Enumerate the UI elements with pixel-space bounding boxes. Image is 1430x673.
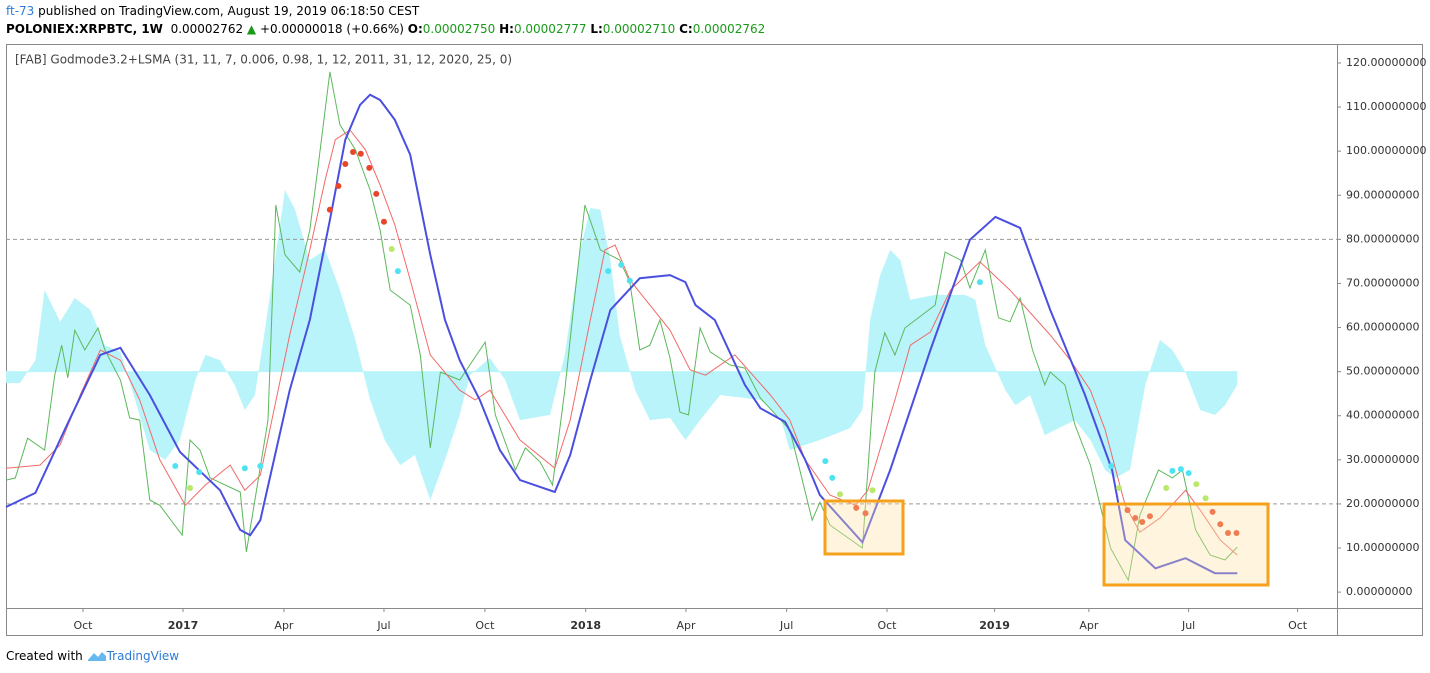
line bbox=[5, 129, 1238, 556]
x-tick-label: Oct bbox=[1288, 619, 1308, 632]
dot bbox=[853, 504, 860, 511]
high: 0.00002777 bbox=[513, 22, 587, 36]
dot bbox=[186, 485, 193, 492]
x-tick-label: Apr bbox=[274, 619, 294, 632]
dot bbox=[1217, 521, 1224, 528]
published: published on TradingView.com, August 19,… bbox=[34, 4, 420, 18]
x-tick-label: 2018 bbox=[570, 619, 601, 632]
x-tick-label: Jul bbox=[779, 619, 793, 632]
y-tick-label: 60.00000000 bbox=[1346, 321, 1419, 334]
quote-line: POLONIEX:XRPBTC, 1W 0.00002762 ▲ +0.0000… bbox=[6, 22, 765, 36]
x-tick-label: Oct bbox=[475, 619, 495, 632]
dot bbox=[1202, 495, 1209, 502]
dot bbox=[1209, 508, 1216, 515]
publish-line: ft-73 published on TradingView.com, Augu… bbox=[6, 4, 419, 18]
dot bbox=[618, 261, 625, 268]
x-tick-label: Oct bbox=[73, 619, 93, 632]
c-label: C: bbox=[679, 22, 693, 36]
created-with: Created with bbox=[6, 649, 83, 663]
price: 0.00002762 bbox=[170, 22, 244, 36]
dot bbox=[869, 487, 876, 494]
close: 0.00002762 bbox=[692, 22, 766, 36]
up-arrow: ▲ bbox=[246, 22, 257, 36]
dot bbox=[335, 182, 342, 189]
symbol: POLONIEX:XRPBTC, 1W bbox=[6, 22, 163, 36]
y-tick-label: 30.00000000 bbox=[1346, 453, 1419, 466]
y-tick-label: 110.00000000 bbox=[1346, 100, 1426, 113]
line bbox=[5, 93, 1238, 575]
dot bbox=[1132, 515, 1139, 522]
dot bbox=[1193, 481, 1200, 488]
dot bbox=[1124, 507, 1131, 514]
x-tick-label: Oct bbox=[877, 619, 897, 632]
x-tick-label: Apr bbox=[1079, 619, 1099, 632]
dot bbox=[196, 469, 203, 476]
change: +0.00000018 (+0.66%) bbox=[259, 22, 404, 36]
y-tick-label: 100.00000000 bbox=[1346, 144, 1426, 157]
dot bbox=[380, 218, 387, 225]
y-tick-label: 40.00000000 bbox=[1346, 409, 1419, 422]
dot bbox=[605, 268, 612, 275]
dot bbox=[350, 149, 357, 156]
dot bbox=[1116, 485, 1123, 492]
l-label: L: bbox=[590, 22, 603, 36]
dot bbox=[342, 160, 349, 167]
dot bbox=[388, 246, 395, 253]
x-tick-label: 2019 bbox=[979, 619, 1010, 632]
author[interactable]: ft-73 bbox=[6, 4, 35, 18]
dot bbox=[357, 150, 364, 157]
x-tick-label: 2017 bbox=[168, 619, 199, 632]
dot bbox=[1169, 467, 1176, 474]
h-label: H: bbox=[499, 22, 514, 36]
dot bbox=[626, 277, 633, 284]
dot bbox=[822, 458, 829, 465]
dot bbox=[172, 463, 179, 470]
x-tick-label: Apr bbox=[676, 619, 696, 632]
dot bbox=[1233, 530, 1240, 537]
highlight-box bbox=[823, 499, 905, 556]
indicator-title: [FAB] Godmode3.2+LSMA (31, 11, 7, 0.006,… bbox=[15, 53, 512, 67]
y-tick-label: 90.00000000 bbox=[1346, 188, 1419, 201]
o-label: O: bbox=[407, 22, 423, 36]
open: 0.00002750 bbox=[422, 22, 496, 36]
y-tick-label: 20.00000000 bbox=[1346, 497, 1419, 510]
dot bbox=[976, 279, 983, 286]
dot bbox=[1108, 463, 1115, 470]
line bbox=[5, 71, 1238, 582]
low: 0.00002710 bbox=[602, 22, 676, 36]
dot bbox=[1177, 466, 1184, 473]
panel-border bbox=[6, 44, 1423, 636]
y-tick-label: 10.00000000 bbox=[1346, 541, 1419, 554]
y-tick-label: 80.00000000 bbox=[1346, 232, 1419, 245]
dot bbox=[829, 474, 836, 481]
dot bbox=[326, 206, 333, 213]
plot bbox=[5, 71, 1337, 582]
y-tick-label: 120.00000000 bbox=[1346, 56, 1426, 69]
x-tick-label: Jul bbox=[376, 619, 390, 632]
logo bbox=[87, 652, 106, 661]
dot bbox=[366, 164, 373, 171]
dot bbox=[1185, 470, 1192, 477]
dot bbox=[373, 190, 380, 197]
dot bbox=[1146, 513, 1153, 520]
dot bbox=[862, 510, 869, 517]
y-tick-label: 70.00000000 bbox=[1346, 276, 1419, 289]
footer: Created with TradingView bbox=[6, 648, 179, 663]
dot bbox=[837, 491, 844, 498]
dot bbox=[394, 268, 401, 275]
brand[interactable]: TradingView bbox=[106, 649, 180, 663]
area bbox=[6, 190, 1238, 500]
highlight-box bbox=[1102, 502, 1270, 587]
dot bbox=[1163, 485, 1170, 492]
y-tick-label: 0.00000000 bbox=[1346, 585, 1412, 598]
x-tick-label: Jul bbox=[1181, 619, 1195, 632]
dot bbox=[1225, 530, 1232, 537]
dot bbox=[241, 465, 248, 472]
y-tick-label: 50.00000000 bbox=[1346, 365, 1419, 378]
dot bbox=[257, 463, 264, 470]
dot bbox=[1139, 519, 1146, 526]
